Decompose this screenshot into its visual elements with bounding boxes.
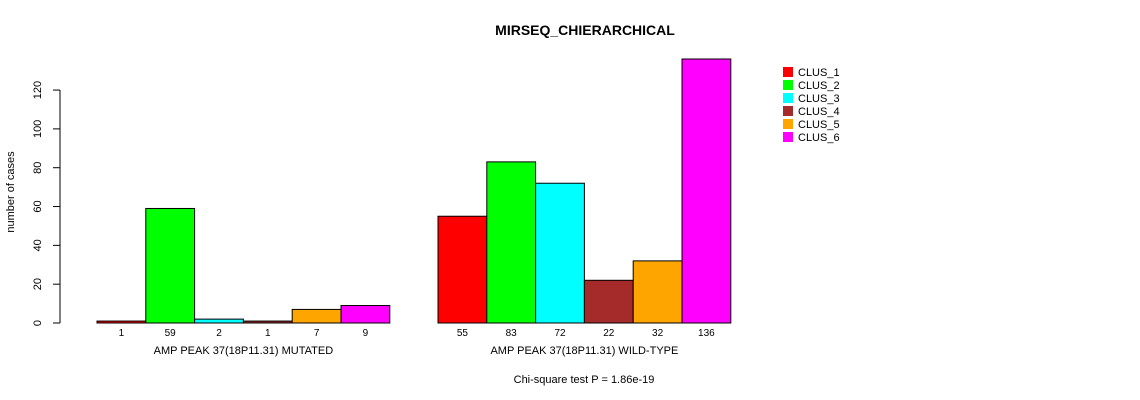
legend-item: CLUS_5 — [783, 119, 840, 131]
y-tick-label: 20 — [32, 278, 44, 290]
y-axis-label: number of cases — [5, 151, 17, 233]
legend-swatch — [783, 119, 793, 129]
bar-clus_3 — [194, 318, 244, 324]
y-tick-label: 120 — [32, 81, 44, 99]
legend-item: CLUS_6 — [783, 132, 840, 144]
bar-clus_1 — [437, 215, 488, 324]
bar-count-label: 7 — [314, 328, 320, 339]
bar-clus_6 — [681, 58, 732, 324]
group-labels: AMP PEAK 37(18P11.31) MUTATED AMP PEAK 37… — [154, 345, 679, 357]
chi-square-annotation: Chi-square test P = 1.86e-19 — [514, 374, 655, 386]
legend-label: CLUS_2 — [798, 80, 840, 92]
legend-label: CLUS_3 — [798, 93, 840, 105]
legend-swatch — [783, 93, 793, 103]
y-tick-label: 0 — [32, 320, 44, 326]
bar-count-label: 59 — [165, 328, 177, 339]
legend-label: CLUS_4 — [798, 106, 840, 118]
chart-title: MIRSEQ_CHIERARCHICAL — [495, 22, 675, 38]
y-tick-label: 60 — [32, 200, 44, 212]
group-label: AMP PEAK 37(18P11.31) WILD-TYPE — [490, 345, 678, 357]
legend-swatch — [783, 106, 793, 116]
bar-count-label: 22 — [603, 328, 615, 339]
y-tick-label: 40 — [32, 239, 44, 251]
bar-clus_2 — [145, 207, 196, 324]
y-axis: 0 20 40 60 80 100 120 — [32, 81, 61, 326]
bar-count-label: 55 — [457, 328, 469, 339]
bar-count-label: 32 — [652, 328, 664, 339]
legend-label: CLUS_1 — [798, 67, 840, 79]
legend-item: CLUS_4 — [783, 106, 840, 118]
bar-count-label: 1 — [265, 328, 271, 339]
group-label: AMP PEAK 37(18P11.31) MUTATED — [154, 345, 334, 357]
legend-item: CLUS_3 — [783, 93, 840, 105]
bar-clus_5 — [632, 260, 683, 324]
bar-count-label: 9 — [363, 328, 369, 339]
bar-count-label: 72 — [554, 328, 566, 339]
legend-swatch — [783, 80, 793, 90]
bars — [96, 58, 732, 324]
bar-count-label: 2 — [216, 328, 222, 339]
bar-clus_1 — [96, 320, 147, 324]
bar-count-label: 83 — [506, 328, 518, 339]
legend-item: CLUS_2 — [783, 80, 840, 92]
bar-count-labels: 1 59 2 1 7 9 55 83 72 22 32 136 — [119, 328, 716, 339]
legend-swatch — [783, 67, 793, 77]
bar-clus_2 — [486, 161, 537, 324]
legend-swatch — [783, 132, 793, 142]
y-tick-label: 80 — [32, 162, 44, 174]
bar-clus_3 — [535, 182, 585, 324]
bar-count-label: 136 — [698, 328, 715, 339]
legend-label: CLUS_6 — [798, 132, 840, 144]
legend-label: CLUS_5 — [798, 119, 840, 131]
bar-count-label: 1 — [119, 328, 125, 339]
bar-clus_4 — [242, 320, 293, 324]
bar-clus_6 — [340, 305, 391, 324]
y-tick-label: 100 — [32, 120, 44, 138]
legend-item: CLUS_1 — [783, 67, 840, 79]
bar-clus_5 — [291, 308, 342, 324]
bar-clus_4 — [583, 279, 634, 324]
